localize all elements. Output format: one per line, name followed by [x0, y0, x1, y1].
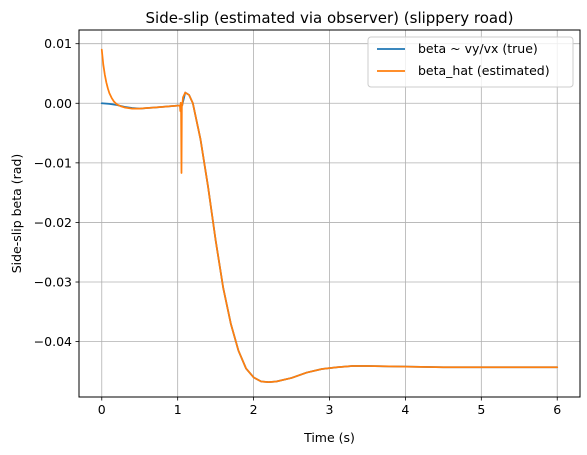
- grid-lines: [79, 30, 580, 397]
- legend-label-estimated: beta_hat (estimated): [418, 63, 550, 78]
- series-lines: [100, 48, 559, 383]
- y-tick-label: −0.02: [34, 215, 72, 230]
- series-line-estimated: [100, 48, 559, 383]
- legend: beta ~ vy/vx (true) beta_hat (estimated): [367, 36, 574, 88]
- y-tick-label: 0.01: [44, 36, 72, 51]
- x-tick-label: 0: [98, 402, 106, 417]
- y-tick-label: −0.04: [34, 334, 72, 349]
- x-tick-label: 4: [401, 402, 409, 417]
- x-tick-label: 3: [326, 402, 334, 417]
- chart-title: Side-slip (estimated via observer) (slip…: [146, 9, 514, 27]
- x-tick-label: 5: [477, 402, 485, 417]
- y-tick-label: 0.00: [44, 96, 72, 111]
- x-axis-label: Time (s): [303, 430, 355, 445]
- x-tick-label: 1: [174, 402, 182, 417]
- x-tick-label: 6: [553, 402, 561, 417]
- axis-ticks: 0 1 2 3 4 5 6 0.01 0.00 −0.01 −0.02 −0.03 −0.04: [34, 36, 562, 417]
- legend-label-true: beta ~ vy/vx (true): [418, 41, 538, 56]
- x-tick-label: 2: [250, 402, 258, 417]
- y-tick-label: −0.03: [34, 275, 72, 290]
- y-axis-label: Side-slip beta (rad): [9, 154, 24, 274]
- y-tick-label: −0.01: [34, 155, 72, 170]
- legend-frame: [367, 36, 574, 88]
